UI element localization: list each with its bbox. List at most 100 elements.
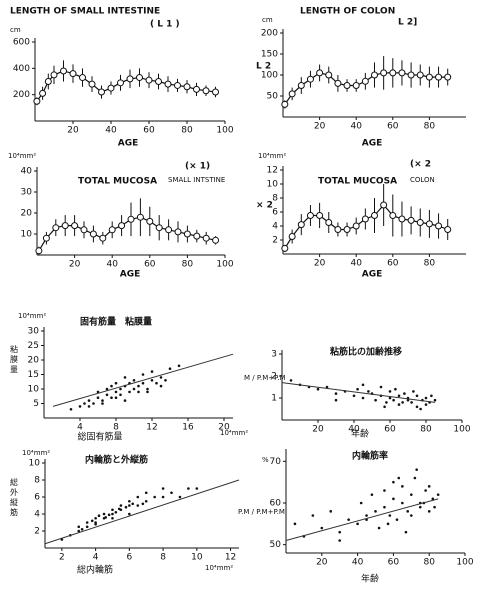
data-point bbox=[388, 514, 392, 517]
data-point bbox=[108, 226, 116, 234]
x-tick-label: 60 bbox=[384, 425, 396, 435]
data-point bbox=[361, 383, 365, 387]
data-point bbox=[159, 384, 163, 388]
data-point bbox=[431, 497, 435, 501]
data-point bbox=[281, 244, 289, 252]
data-point bbox=[79, 74, 86, 82]
data-point bbox=[88, 80, 96, 88]
data-point bbox=[397, 403, 401, 406]
data-point bbox=[137, 384, 140, 388]
chart-title: TOTAL MUCOSA bbox=[318, 177, 397, 187]
x-tick-label: 16 bbox=[182, 423, 194, 433]
y-tick-label: 12 bbox=[267, 166, 278, 176]
y-tick-label: 10 bbox=[267, 180, 279, 190]
x-label: AGE bbox=[362, 270, 383, 280]
data-point bbox=[111, 516, 114, 520]
y-label: 粘膜量 bbox=[10, 344, 19, 375]
y-tick-label: 100 bbox=[261, 71, 278, 81]
y-tick-label: 40 bbox=[21, 167, 33, 177]
data-point bbox=[386, 522, 390, 526]
data-point bbox=[380, 201, 388, 209]
x-tick-label: 40 bbox=[350, 122, 362, 132]
y-unit: 10⁴mm² bbox=[258, 152, 286, 160]
x-tick-label: 80 bbox=[182, 260, 194, 270]
data-point bbox=[367, 390, 370, 393]
data-point bbox=[359, 501, 363, 505]
data-point bbox=[338, 530, 342, 534]
data-point bbox=[183, 83, 191, 91]
data-point bbox=[334, 226, 342, 233]
data-point bbox=[371, 212, 378, 219]
data-point bbox=[150, 370, 154, 373]
data-point bbox=[356, 387, 359, 391]
x-tick-label: 4 bbox=[77, 423, 83, 433]
data-point bbox=[416, 71, 424, 79]
data-point bbox=[334, 392, 338, 395]
data-point bbox=[141, 502, 145, 506]
x-tick-label: 100 bbox=[456, 558, 473, 568]
y-tick-label: 20 bbox=[21, 209, 33, 219]
x-tick-label: 100 bbox=[453, 425, 470, 435]
data-point bbox=[436, 493, 440, 496]
data-point bbox=[118, 222, 126, 230]
x-tick-label: 40 bbox=[106, 260, 118, 270]
data-point bbox=[316, 387, 320, 391]
x-unit: 10⁴mm² bbox=[220, 429, 248, 437]
x-tick-label: 100 bbox=[216, 126, 233, 136]
x-label: 年齢 bbox=[351, 428, 369, 440]
data-point bbox=[35, 247, 43, 255]
data-point bbox=[415, 405, 419, 409]
data-point bbox=[69, 408, 73, 411]
data-point bbox=[394, 387, 397, 391]
data-point bbox=[159, 376, 163, 379]
y-tick-label: 15 bbox=[28, 370, 39, 380]
data-point bbox=[128, 504, 131, 507]
data-point bbox=[105, 387, 109, 391]
data-point bbox=[433, 398, 437, 402]
x-tick-label: 12 bbox=[225, 553, 236, 563]
data-point bbox=[136, 213, 144, 221]
data-point bbox=[401, 485, 404, 488]
data-point bbox=[146, 390, 149, 394]
x-tick-label: 40 bbox=[348, 425, 360, 435]
data-point bbox=[334, 398, 338, 402]
y-tick-label: 600 bbox=[13, 38, 30, 48]
data-point bbox=[146, 217, 154, 225]
x-tick-label: 20 bbox=[316, 558, 328, 568]
data-point bbox=[123, 376, 127, 379]
data-point bbox=[325, 71, 333, 79]
chart-title: TOTAL MUCOSA bbox=[78, 177, 157, 187]
y-tick-label: 3 bbox=[271, 350, 277, 360]
data-point bbox=[395, 518, 399, 521]
data-point bbox=[164, 80, 172, 88]
data-point bbox=[407, 216, 415, 224]
data-point bbox=[101, 402, 104, 405]
x-tick-label: 40 bbox=[352, 558, 364, 568]
data-point bbox=[161, 495, 165, 499]
data-line bbox=[284, 204, 448, 249]
data-point bbox=[415, 468, 418, 471]
y-tick-label: 200 bbox=[13, 90, 30, 100]
data-point bbox=[168, 367, 172, 371]
data-point bbox=[60, 67, 67, 75]
data-point bbox=[195, 487, 199, 490]
data-point bbox=[389, 212, 397, 219]
x-label: 年齢 bbox=[361, 573, 379, 585]
data-point bbox=[105, 393, 109, 397]
data-point bbox=[161, 487, 165, 490]
x-tick-label: 20 bbox=[67, 126, 79, 136]
data-point bbox=[392, 398, 395, 402]
data-point bbox=[90, 519, 94, 523]
data-point bbox=[427, 510, 431, 513]
data-point bbox=[101, 399, 104, 402]
data-point bbox=[418, 505, 422, 509]
data-point bbox=[306, 212, 314, 219]
x-tick-label: 100 bbox=[216, 260, 233, 270]
data-point bbox=[444, 73, 452, 81]
trend-line bbox=[44, 479, 240, 545]
y-tick-label: 60 bbox=[270, 499, 282, 509]
x-tick-label: 10 bbox=[191, 553, 203, 563]
data-point bbox=[424, 403, 428, 406]
data-point bbox=[127, 215, 135, 223]
data-point bbox=[170, 491, 173, 495]
